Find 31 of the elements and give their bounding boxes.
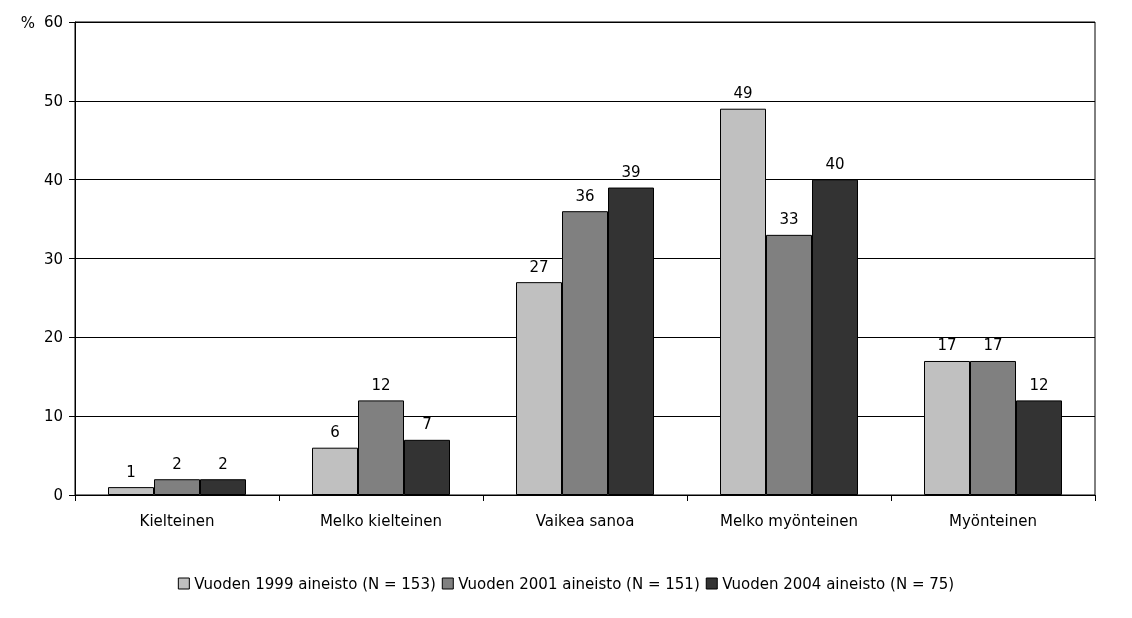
y-tick-label: 40 — [43, 170, 63, 189]
legend-label: Vuoden 2004 aineisto (N = 75) — [722, 574, 955, 593]
data-label: 2 — [218, 454, 228, 473]
data-label: 40 — [825, 155, 845, 174]
data-label: 36 — [575, 186, 595, 205]
data-label: 6 — [330, 423, 340, 442]
data-label: 17 — [983, 336, 1003, 355]
x-tick-label: Vaikea sanoa — [535, 511, 635, 530]
y-tick-label: 0 — [53, 486, 63, 504]
data-label: 2 — [172, 454, 182, 473]
x-tick-label: Melko kielteinen — [319, 511, 443, 530]
y-tick-label: 50 — [43, 91, 63, 110]
x-tick-label: Kielteinen — [139, 511, 215, 530]
legend-label: Vuoden 2001 aineisto (N = 151) — [458, 574, 700, 593]
data-label: 33 — [779, 210, 799, 229]
x-tick-label: Melko myönteinen — [719, 511, 859, 530]
data-label: 12 — [1029, 375, 1049, 394]
data-label: 12 — [371, 375, 391, 394]
data-label: 39 — [621, 163, 641, 182]
data-label: 17 — [937, 336, 957, 355]
data-label: 1 — [126, 462, 136, 481]
y-tick-label: 10 — [43, 407, 63, 426]
data-label: 27 — [529, 257, 549, 276]
legend-label: Vuoden 1999 aineisto (N = 153) — [194, 574, 436, 593]
y-axis-title: % — [20, 13, 35, 32]
y-tick-label: 60 — [43, 13, 63, 31]
y-tick-label: 20 — [43, 328, 63, 347]
x-tick-label: Myönteinen — [948, 511, 1038, 530]
data-label: 7 — [422, 415, 432, 434]
data-label: 49 — [733, 84, 753, 103]
y-tick-label: 30 — [43, 249, 63, 268]
